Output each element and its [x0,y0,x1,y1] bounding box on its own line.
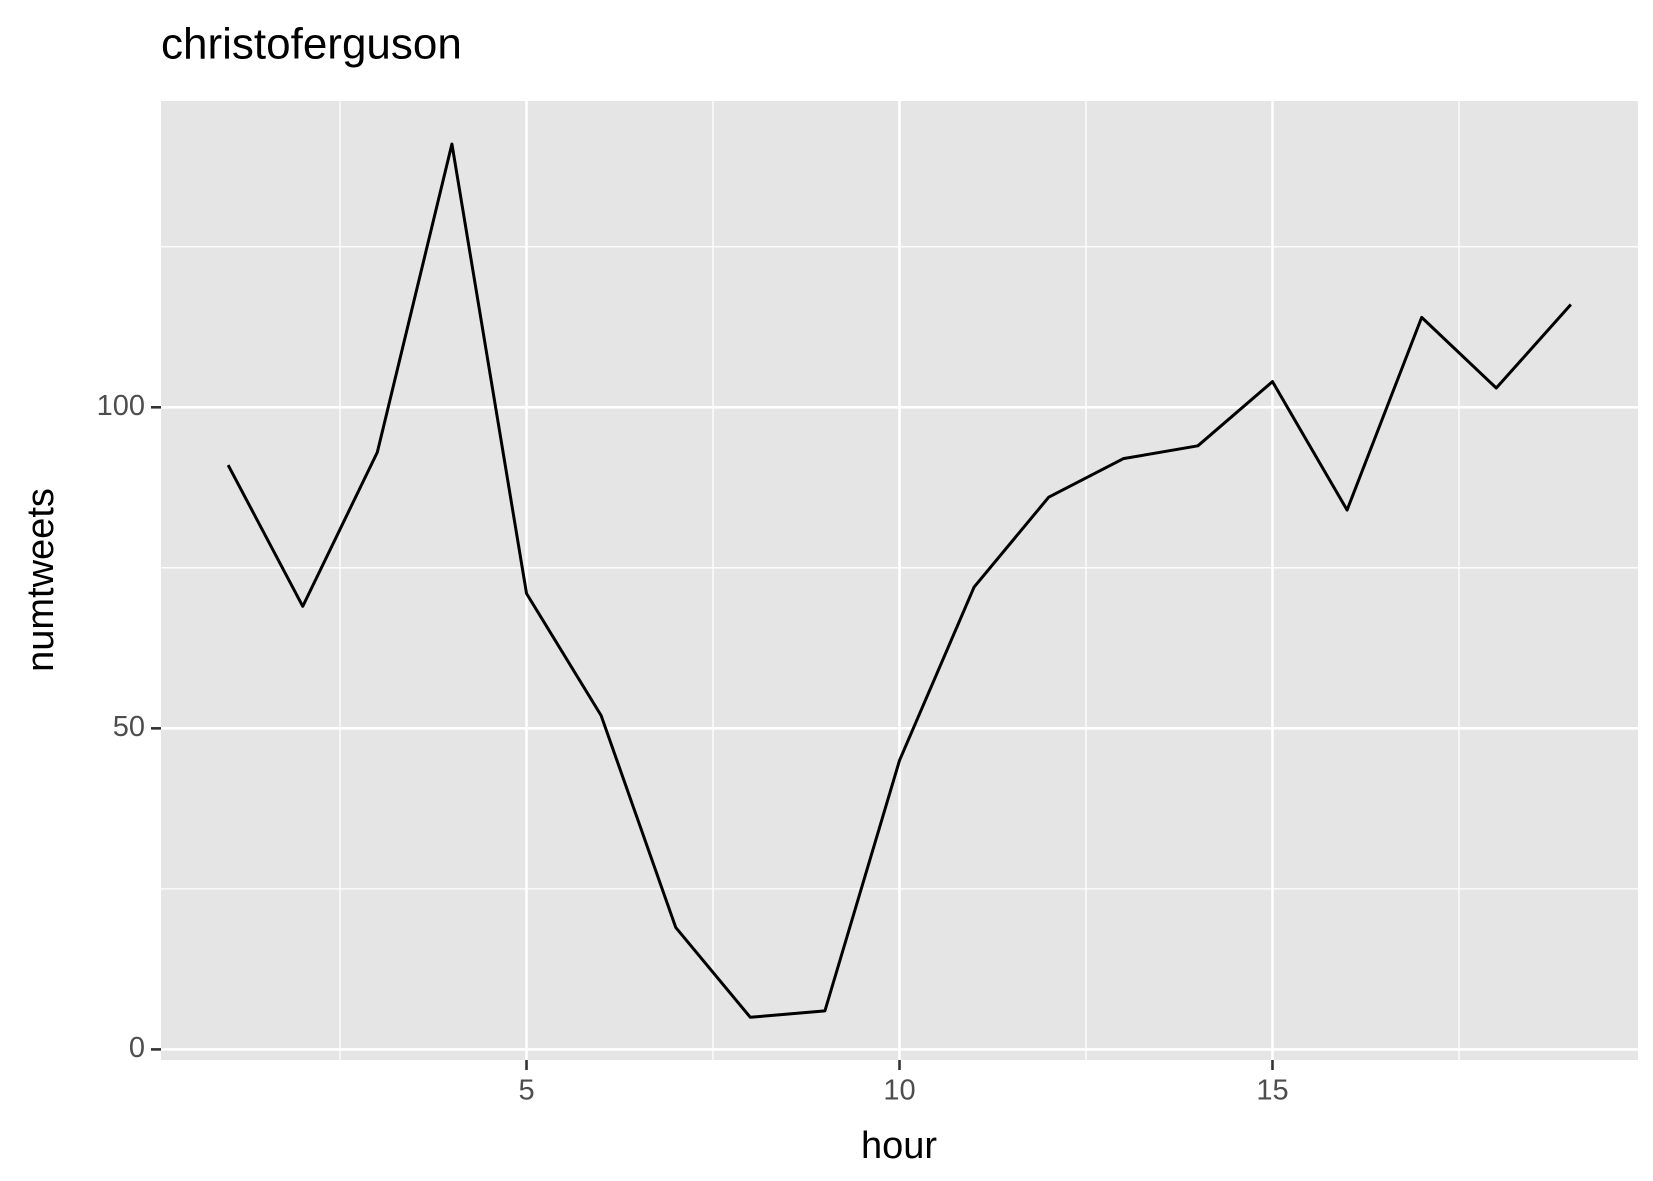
x-tick-label: 5 [518,1075,534,1107]
x-axis-title: hour [861,1125,937,1167]
x-tick-label: 10 [883,1075,915,1107]
y-tick-label: 50 [113,711,145,743]
y-axis-title: numtweets [20,488,62,672]
y-tick-label: 100 [97,390,145,422]
y-tick-label: 0 [129,1032,145,1064]
chart-title: christoferguson [161,20,462,69]
x-tick-label: 15 [1256,1075,1288,1107]
data-line [226,142,1572,1019]
